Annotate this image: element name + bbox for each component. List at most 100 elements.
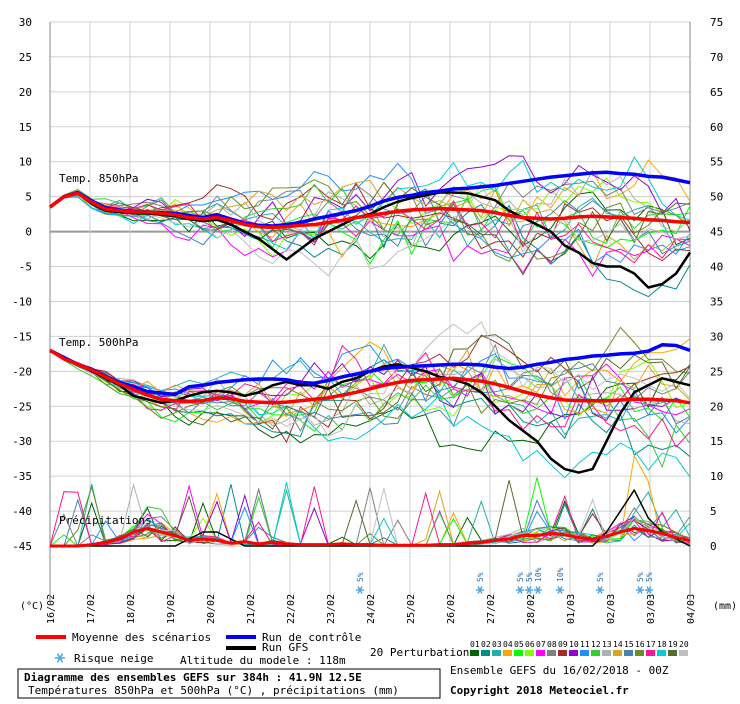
perturbation-line-t850 [49, 192, 691, 255]
control-line-t500 [49, 343, 691, 397]
snowflake-icon [476, 586, 484, 594]
snowflake-stroke [597, 586, 603, 594]
x-tick-label: 04/03 [686, 594, 697, 624]
panel-label-precip: Précipitations [59, 514, 152, 527]
perturbation-line-t850 [49, 190, 691, 264]
perturbation-swatch [668, 650, 677, 656]
copyright: Copyright 2018 Meteociel.fr [450, 684, 629, 697]
legend-mean-label: Moyenne des scénarios [72, 631, 211, 644]
x-tick-label: 27/02 [486, 594, 497, 624]
right-tick-label: 75 [710, 16, 723, 29]
run-info: Ensemble GEFS du 16/02/2018 - 00Z [450, 664, 669, 677]
perturbation-line-t500 [49, 334, 691, 430]
perturbation-swatch [481, 650, 490, 656]
mean-line-t850 [48, 191, 691, 230]
perturbation-id: 16 [635, 640, 645, 649]
x-tick-label: 21/02 [246, 594, 257, 624]
perturbation-line-t500 [49, 349, 691, 416]
perturbation-id: 07 [536, 640, 546, 649]
right-tick-label: 45 [710, 226, 723, 239]
perturbation-id: 01 [470, 640, 480, 649]
left-tick-label: 5 [25, 191, 32, 204]
left-tick-label: -10 [12, 295, 32, 308]
snowflake-icon [356, 586, 364, 594]
perturbation-legend: 01 02 03 04 05 06 07 08 09 10 11 12 13 14 15 16 17 18 19 20 [470, 640, 689, 656]
left-tick-label: 25 [19, 51, 32, 64]
perturbation-swatch [536, 650, 545, 656]
perturbation-id: 02 [481, 640, 491, 649]
right-tick-label: 30 [710, 330, 723, 343]
perturbation-swatch [679, 650, 688, 656]
right-tick-label: 35 [710, 295, 723, 308]
x-tick-label: 24/02 [366, 594, 377, 624]
snowflake-icon [534, 586, 542, 594]
x-tick-label: 28/02 [526, 594, 537, 624]
left-tick-label: -20 [12, 365, 32, 378]
snowflake-stroke [637, 586, 643, 594]
chart-subtitle: Températures 850hPa et 500hPa (°C) , pré… [28, 684, 399, 697]
perturbation-swatch [569, 650, 578, 656]
perturbation-line-t500 [49, 321, 691, 437]
perturbation-id: 15 [624, 640, 634, 649]
snowflake-stroke [646, 586, 652, 594]
right-tick-label: 10 [710, 470, 723, 483]
legend: Moyenne des scénarios Run de contrôle Ru… [36, 631, 689, 667]
mean-line-precip [50, 527, 691, 548]
x-tick-label: 16/02 [46, 594, 57, 624]
panel-label-t850: Temp. 850hPa [59, 172, 138, 185]
right-tick-label: 55 [710, 156, 723, 169]
snow-risk-value: 10% [534, 567, 543, 582]
snow-risk-markers: 5% 5% 5% 5% 10% 10% 5% 5% 5% [356, 567, 654, 594]
snow-risk-value: 5% [636, 572, 645, 582]
perturbation-line-t500 [49, 338, 691, 425]
x-tick-label: 26/02 [446, 594, 457, 624]
perturbation-id: 10 [569, 640, 579, 649]
perturbation-id: 09 [558, 640, 568, 649]
left-tick-label: -25 [12, 400, 32, 413]
perturbation-swatch [503, 650, 512, 656]
perturbation-id: 12 [591, 640, 601, 649]
left-tick-label: -5 [19, 261, 32, 274]
x-tick-label: 19/02 [166, 594, 177, 624]
perturbation-line-t850 [49, 179, 691, 269]
right-tick-label: 25 [710, 365, 723, 378]
perturbation-line-t500 [49, 326, 691, 419]
right-tick-label: 65 [710, 86, 723, 99]
legend-gfs-label: Run GFS [262, 641, 308, 654]
snowflake-icon [55, 653, 65, 663]
snowflake-stroke [477, 586, 483, 594]
x-tick-label: 01/03 [566, 594, 577, 624]
snowflake-stroke [357, 586, 363, 594]
footer-box [17, 668, 441, 699]
perturbation-swatch [558, 650, 567, 656]
perturbation-id: 11 [580, 640, 590, 649]
left-tick-label: 0 [25, 226, 32, 239]
snowflake-stroke [526, 586, 532, 594]
snowflake-stroke [535, 586, 541, 594]
left-tick-label: -15 [12, 330, 32, 343]
right-tick-label: 15 [710, 435, 723, 448]
perturbation-line-t500 [49, 348, 691, 418]
snowflake-stroke [517, 586, 523, 594]
x-tick-label: 20/02 [206, 594, 217, 624]
perturbation-swatch [492, 650, 501, 656]
left-tick-label: -45 [12, 540, 32, 553]
left-tick-label: 10 [19, 156, 32, 169]
left-tick-label: 20 [19, 86, 32, 99]
snow-risk-value: 5% [645, 572, 654, 582]
right-tick-label: 70 [710, 51, 723, 64]
perturbation-id: 05 [514, 640, 524, 649]
perturbation-line-t850 [49, 182, 691, 277]
perturbation-line-t850 [49, 191, 691, 260]
left-tick-label: -40 [12, 505, 32, 518]
perturbation-id: 06 [525, 640, 535, 649]
snowflake-icon [645, 586, 653, 594]
snowflake-icon [556, 586, 564, 594]
perturbation-line-t500 [49, 349, 691, 427]
right-tick-label: 0 [710, 540, 717, 553]
left-tick-label: 30 [19, 16, 32, 29]
left-unit-label: (°C) [20, 601, 44, 612]
x-tick-label: 03/03 [646, 594, 657, 624]
perturbation-id: 17 [646, 640, 656, 649]
